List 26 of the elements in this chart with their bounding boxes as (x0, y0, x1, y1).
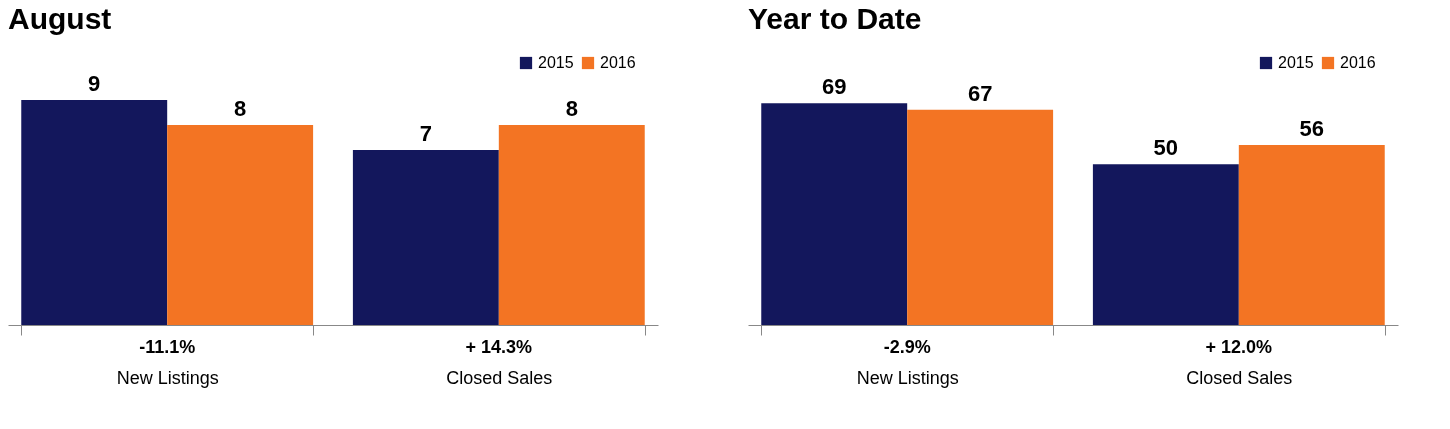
bar (761, 103, 908, 325)
bar (1092, 164, 1239, 325)
legend-label: 2015 (538, 54, 574, 71)
chart-title: August (8, 2, 112, 35)
legend-label: 2016 (600, 54, 636, 71)
x-tick-label: New Listings (116, 367, 219, 388)
legend-label: 2015 (1278, 54, 1314, 71)
text: + 14.3% (465, 337, 533, 357)
data-label: 50 (1153, 135, 1179, 161)
x-tick-label: Closed Sales (1186, 367, 1293, 388)
bar (1238, 145, 1385, 325)
data-label: 9 (88, 71, 101, 96)
data-label: 7 (419, 121, 432, 146)
text: -11.1% (139, 337, 196, 357)
data-label: 8 (565, 96, 578, 121)
x-tick-label: New Listings (856, 367, 959, 388)
x-tick-label: Closed Sales (446, 367, 553, 388)
data-label: 67 (967, 80, 993, 106)
legend-label: 2016 (1340, 54, 1376, 71)
chart-title: Year to Date (748, 2, 922, 35)
text: + 12.0% (1205, 337, 1273, 357)
data-label: 8 (234, 96, 247, 121)
bar (907, 109, 1054, 325)
data-label: 69 (821, 74, 847, 100)
data-label: 56 (1299, 116, 1325, 141)
text: -2.9% (883, 337, 931, 357)
